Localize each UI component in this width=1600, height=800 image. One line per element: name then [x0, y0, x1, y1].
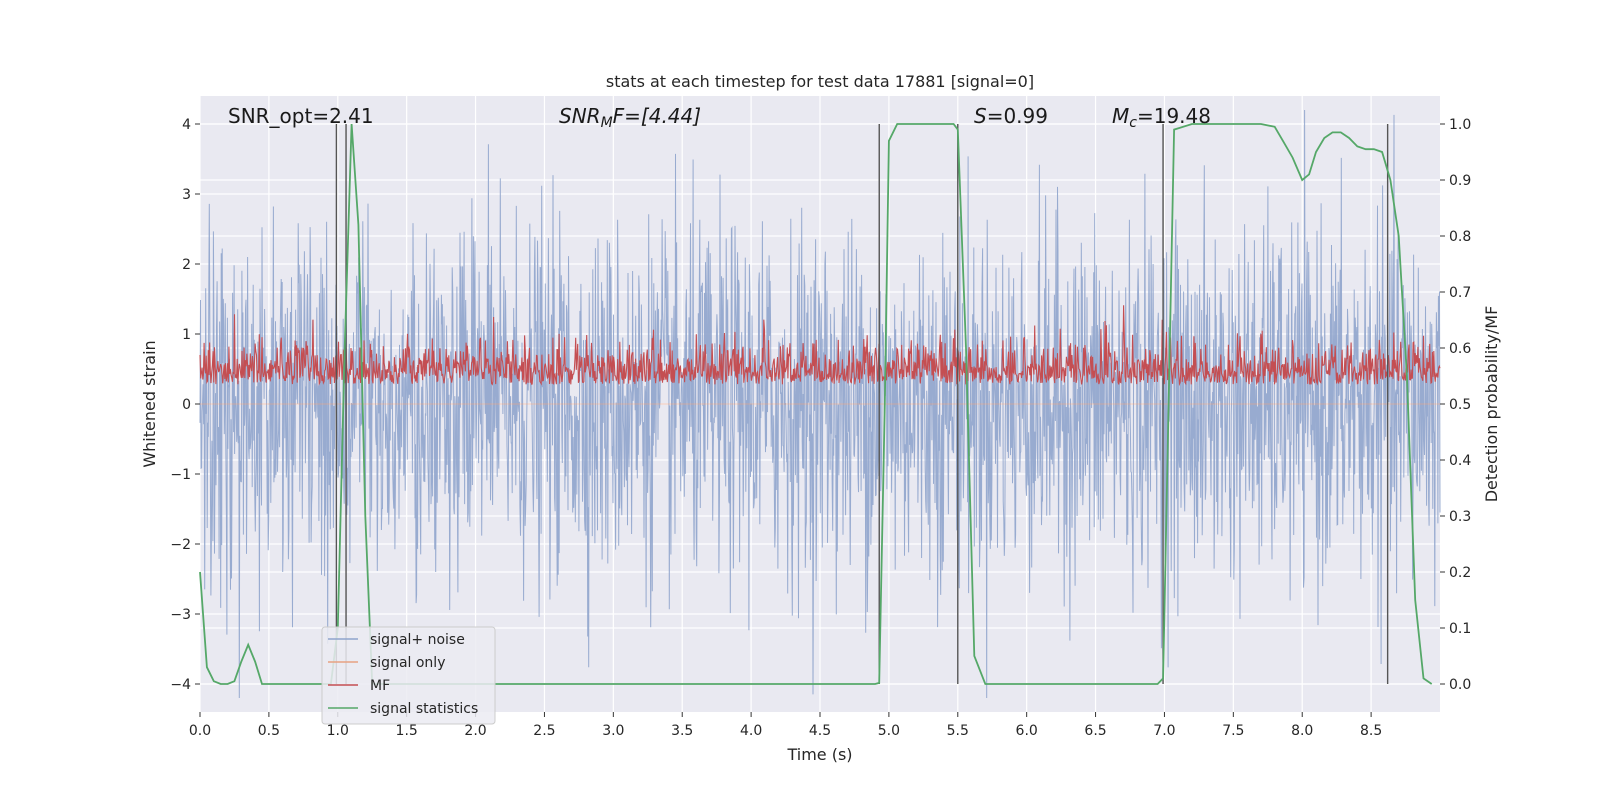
annotation-snr-opt: SNR_opt=2.41 — [228, 104, 374, 128]
chart-title: stats at each timestep for test data 178… — [606, 72, 1034, 91]
legend-label: signal only — [370, 655, 445, 671]
legend-box — [321, 626, 496, 725]
y-tick-label: 2 — [182, 257, 191, 273]
x-tick-label: 8.0 — [1291, 723, 1313, 739]
x-tick-label: 8.5 — [1360, 723, 1382, 739]
y-tick-label: −3 — [170, 607, 191, 623]
snr-mf-main: SNR — [559, 104, 601, 128]
vertical-markers — [335, 124, 1389, 684]
snr-mf-rest: F=[4.44] — [613, 104, 701, 128]
x-tick-label: 1.5 — [396, 723, 418, 739]
x-tick-label: 7.5 — [1222, 723, 1244, 739]
y-tick-label: 4 — [182, 117, 191, 133]
s-main: S — [974, 104, 987, 128]
legend-label: MF — [370, 678, 390, 694]
y-tick-label: −2 — [170, 537, 191, 553]
mc-rest: =19.48 — [1137, 104, 1211, 128]
y-tick-label: 0 — [182, 397, 191, 413]
y-right-axis-label: Detection probability/MF — [1482, 306, 1501, 503]
x-tick-label: 5.0 — [878, 723, 900, 739]
signal-noise-line — [199, 109, 1441, 699]
y-right-tick-label: 0.4 — [1449, 453, 1471, 469]
x-tick-label: 3.0 — [602, 723, 624, 739]
mf-line — [199, 305, 1441, 387]
x-tick-label: 6.5 — [1084, 723, 1106, 739]
x-tick-label: 3.5 — [671, 723, 693, 739]
y-right-tick-label: 0.2 — [1449, 565, 1471, 581]
annotation-snr-mf: SNRMF=[4.44] — [559, 104, 701, 131]
y-right-tick-label: 0.5 — [1449, 397, 1471, 413]
y-right-tick-label: 0.7 — [1449, 285, 1471, 301]
legend-label: signal+ noise — [370, 632, 465, 648]
y-right-tick-label: 0.3 — [1449, 509, 1471, 525]
signal-statistics-line — [199, 123, 1433, 685]
x-tick-label: 6.0 — [1016, 723, 1038, 739]
x-axis-label: Time (s) — [786, 745, 852, 764]
x-tick-label: 7.0 — [1153, 723, 1175, 739]
y-right-tick-label: 0.6 — [1449, 341, 1471, 357]
y-tick-label: −4 — [170, 677, 191, 693]
y-tick-label: 3 — [182, 187, 191, 203]
x-tick-label: 2.5 — [533, 723, 555, 739]
snr-mf-sub: M — [601, 115, 613, 131]
x-tick-label: 0.5 — [258, 723, 280, 739]
y-right-tick-label: 0.1 — [1449, 621, 1471, 637]
y-right-ticks: 1.0 0.9 0.8 0.7 0.6 0.5 0.4 0.3 0.2 0.1 0.0 — [1440, 117, 1471, 693]
y-tick-label: 1 — [182, 327, 191, 343]
y-ticks: 4 3 2 1 0 −1 −2 −3 −4 — [170, 117, 200, 693]
y-right-tick-label: 1.0 — [1449, 117, 1471, 133]
y-right-tick-label: 0.0 — [1449, 677, 1471, 693]
signal-statistics-series — [199, 123, 1433, 685]
mc-sub: c — [1129, 115, 1137, 131]
annotation-s: S=0.99 — [974, 104, 1048, 128]
x-tick-label: 5.5 — [947, 723, 969, 739]
y-right-tick-label: 0.9 — [1449, 173, 1471, 189]
mc-main: M — [1112, 104, 1129, 128]
mf-series — [199, 305, 1441, 387]
x-tick-label: 4.5 — [809, 723, 831, 739]
x-tick-label: 2.0 — [464, 723, 486, 739]
signal-noise-series — [199, 109, 1441, 699]
x-tick-label: 4.0 — [740, 723, 762, 739]
y-tick-label: −1 — [170, 467, 191, 483]
y-axis-label: Whitened strain — [140, 340, 159, 467]
y-right-tick-label: 0.8 — [1449, 229, 1471, 245]
x-tick-label: 0.0 — [189, 723, 211, 739]
legend-label: signal statistics — [370, 701, 478, 717]
s-rest: =0.99 — [987, 104, 1048, 128]
annotation-mc: Mc=19.48 — [1112, 104, 1211, 131]
x-ticks: 0.0 0.5 1.0 1.5 2.0 2.5 3.0 3.5 4.0 4.5 5.0 5.5 6.0 6… — [189, 712, 1382, 739]
legend: signal+ noise signal only MF signal statist… — [321, 626, 496, 725]
x-tick-label: 1.0 — [327, 723, 349, 739]
